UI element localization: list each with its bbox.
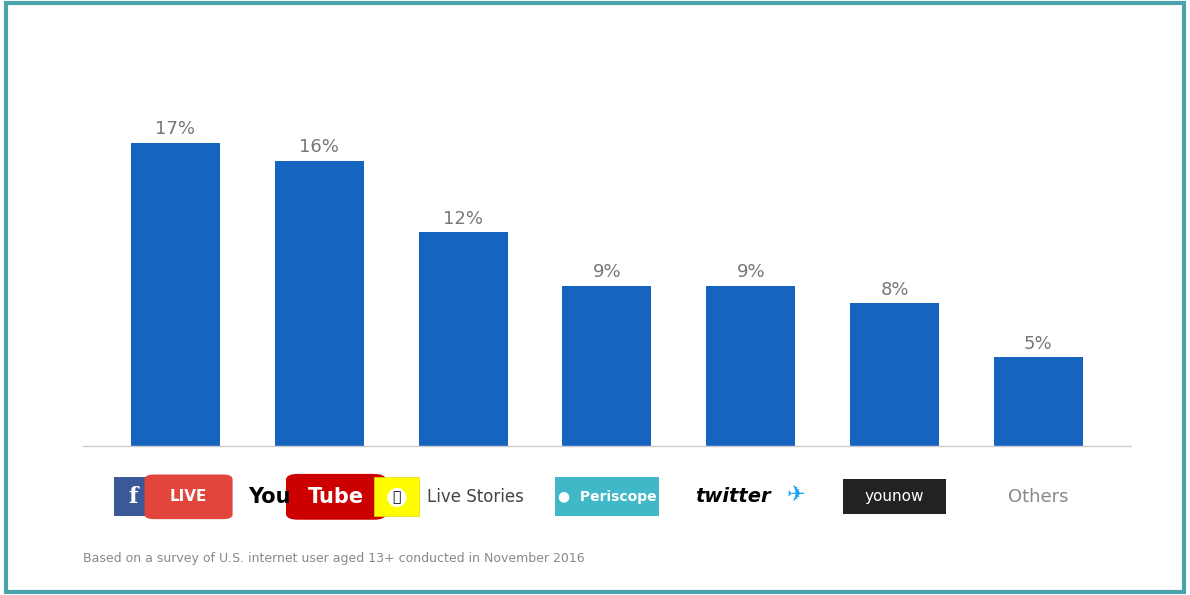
Text: LIVE: LIVE (170, 489, 207, 505)
Bar (275, 161, 364, 446)
Text: You: You (248, 487, 290, 507)
Text: 17%: 17% (156, 120, 195, 138)
Text: ⧉: ⧉ (393, 490, 401, 504)
Text: ●: ● (386, 485, 407, 509)
Text: Live Stories: Live Stories (426, 488, 524, 506)
Text: f: f (127, 486, 137, 508)
Text: younow: younow (865, 489, 925, 505)
Text: 16%: 16% (300, 138, 339, 156)
Bar (419, 232, 508, 446)
Text: 5%: 5% (1025, 334, 1053, 352)
Text: 9%: 9% (593, 263, 621, 281)
Text: Others: Others (1008, 488, 1069, 506)
Text: Based on a survey of U.S. internet user aged 13+ conducted in November 2016: Based on a survey of U.S. internet user … (83, 552, 585, 565)
Bar (706, 286, 795, 446)
Text: twitter: twitter (695, 487, 771, 506)
Text: ✈: ✈ (787, 485, 806, 505)
Bar (131, 143, 220, 446)
Text: 8%: 8% (881, 281, 909, 299)
Text: Tube: Tube (308, 487, 364, 507)
Text: 12%: 12% (443, 209, 483, 227)
Bar (850, 303, 939, 446)
Bar (994, 357, 1083, 446)
Text: ●  Periscope: ● Periscope (558, 490, 656, 504)
Text: 9%: 9% (737, 263, 765, 281)
Bar (563, 286, 651, 446)
